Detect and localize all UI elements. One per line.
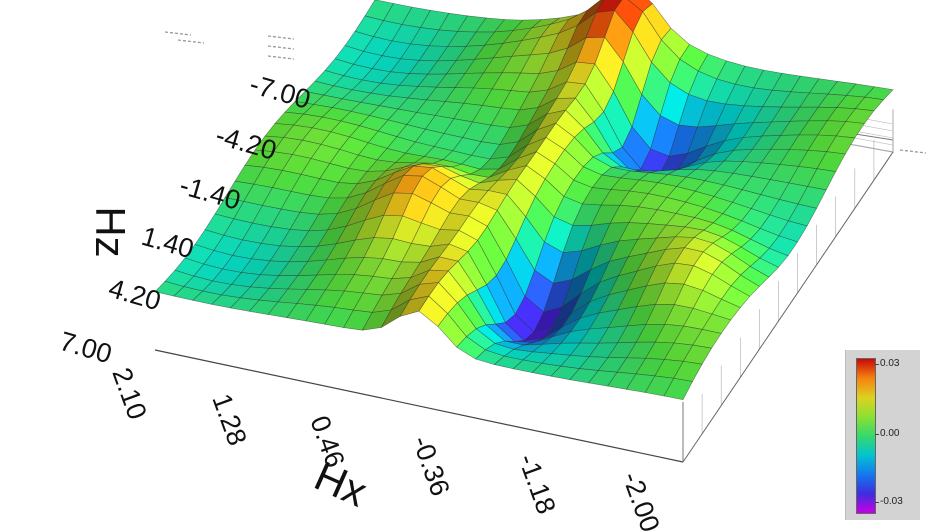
faint-tick-mark xyxy=(267,45,295,50)
color-legend-mid-label: 0.00 xyxy=(880,428,900,439)
hx-tick-label: -1.18 xyxy=(512,450,561,518)
faint-tick-mark xyxy=(267,55,295,60)
hx-tick-label: -0.36 xyxy=(406,432,455,500)
hz-axis-title: Hz xyxy=(87,206,134,257)
hx-tick-label: 1.28 xyxy=(206,390,252,450)
color-legend-tick-mid xyxy=(875,434,879,435)
front-edge xyxy=(154,349,684,463)
surface-mesh xyxy=(154,0,894,401)
side-wall-baseline xyxy=(682,151,894,463)
plot-box-frame xyxy=(154,349,684,463)
hz-tick-label: 7.00 xyxy=(56,326,115,369)
faint-tick-mark xyxy=(177,39,205,44)
hx-axis-title: Hx xyxy=(308,452,374,516)
color-legend: 0.03 0.00 -0.03 xyxy=(845,350,920,520)
color-legend-tick-max xyxy=(875,364,879,365)
color-legend-min-label: -0.03 xyxy=(880,496,903,507)
hx-tick-label: -2.00 xyxy=(616,468,665,532)
hz-tick-label: -1.40 xyxy=(176,170,243,216)
hz-tick-label: 4.20 xyxy=(105,273,164,316)
faint-tick-mark xyxy=(267,35,295,40)
faint-tick-mark xyxy=(899,149,927,154)
surface-cell xyxy=(663,377,693,401)
hx-tick-label: 2.10 xyxy=(106,364,152,424)
hx-tick-labels: 2.10 1.28 0.46 -0.36 -1.18 -2.00 xyxy=(106,364,665,532)
faint-tick-mark xyxy=(164,31,192,36)
hz-tick-label: -7.00 xyxy=(246,69,313,115)
hz-tick-label: -4.20 xyxy=(212,120,279,166)
color-legend-tick-min xyxy=(875,502,879,503)
color-legend-ramp xyxy=(856,358,876,514)
color-legend-max-label: 0.03 xyxy=(880,358,900,369)
hz-tick-label: 1.40 xyxy=(138,221,197,264)
